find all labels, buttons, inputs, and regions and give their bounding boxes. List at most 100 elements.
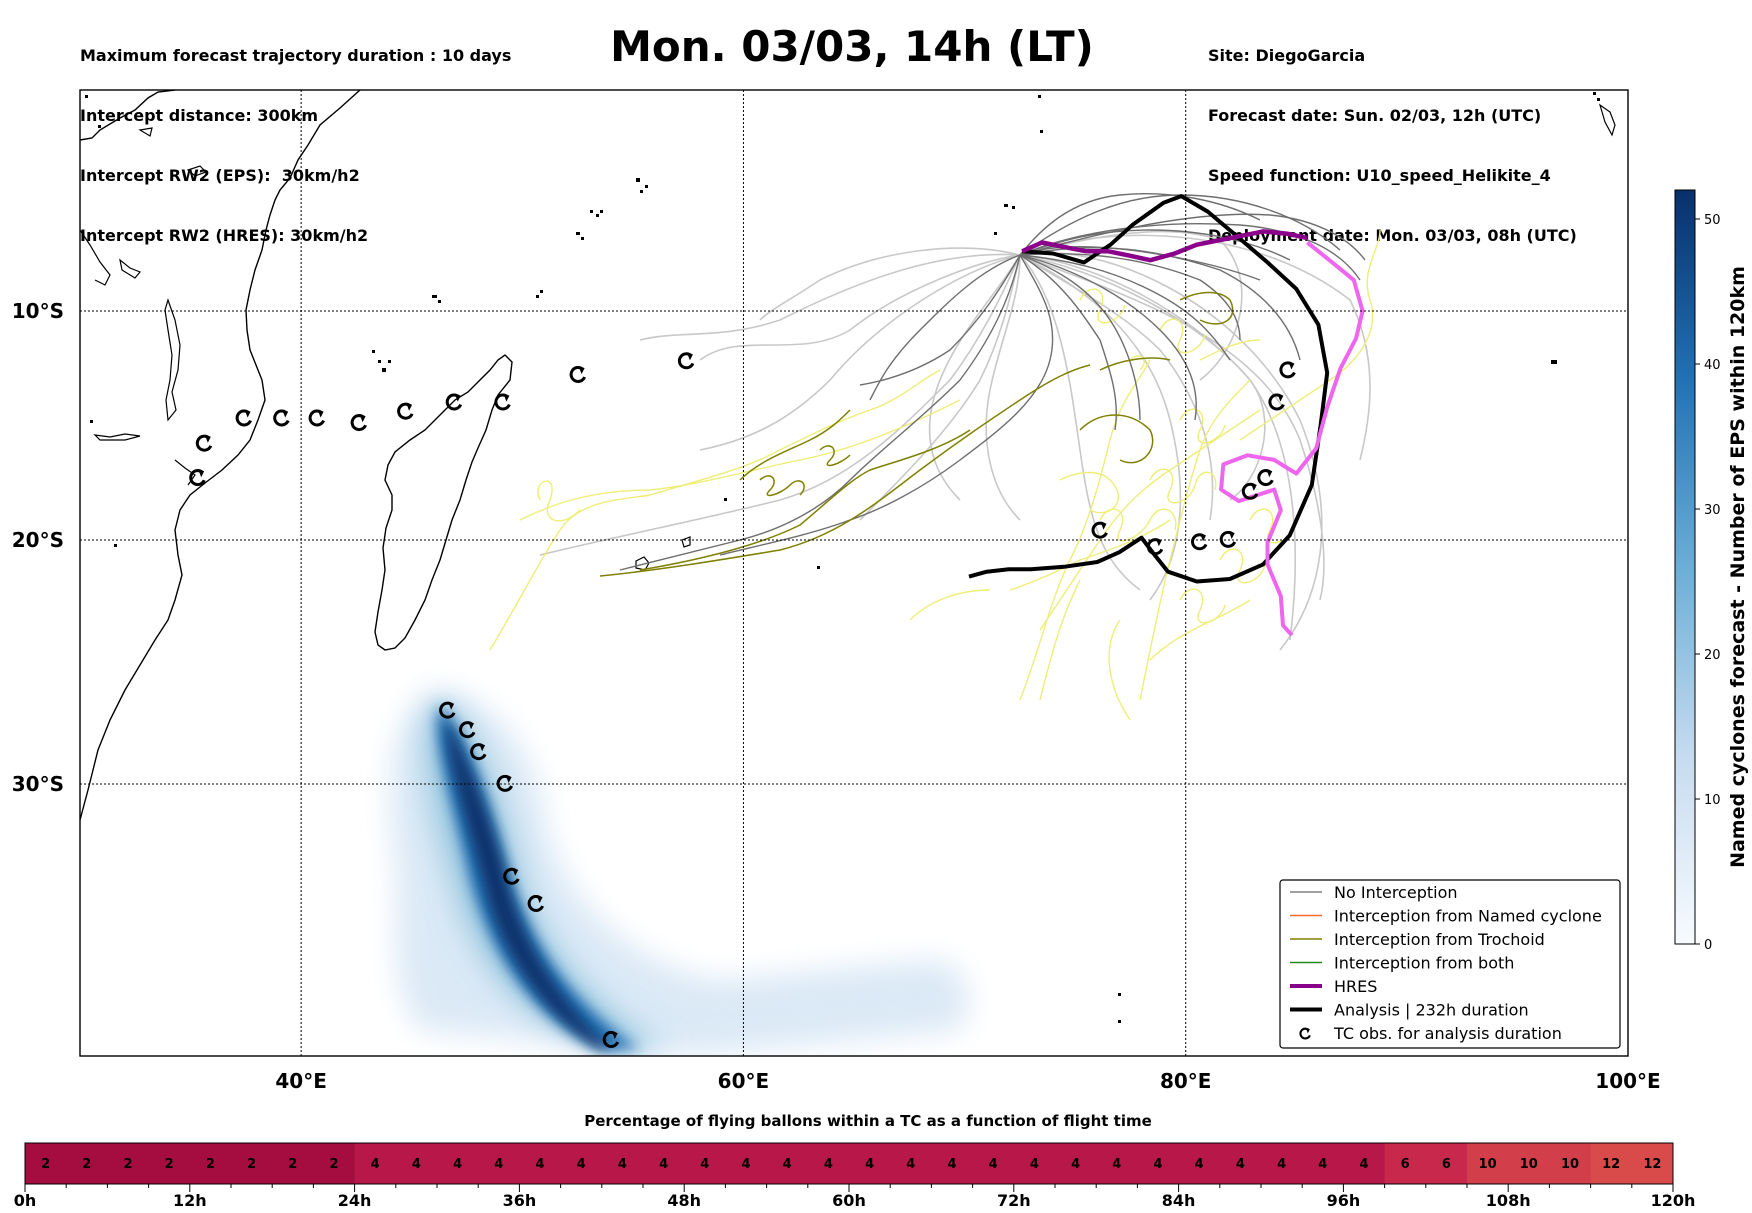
hres-continuation-track (1219, 240, 1365, 637)
strip-cell-value: 4 (412, 1157, 421, 1172)
strip-cell-value: 4 (1071, 1157, 1080, 1172)
strip-time-label: 108h (1486, 1191, 1531, 1210)
strip-cell (1302, 1143, 1344, 1184)
strip-cell-value: 4 (1236, 1157, 1245, 1172)
eps-tracks-grey (539, 230, 1371, 651)
tc-observation-icon (235, 408, 253, 427)
strip-cell-value: 2 (82, 1157, 91, 1172)
strip-cell-value: 4 (618, 1157, 627, 1172)
strip-cell (66, 1143, 108, 1184)
colorbar-gradient (1674, 189, 1696, 945)
strip-cell-value: 2 (123, 1157, 132, 1172)
strip-cell-value: 4 (906, 1157, 915, 1172)
axis-labels: 40°E 60°E 80°E 100°E 10°S 20°S 30°S (12, 299, 1661, 1093)
cyclone-density-field (390, 690, 969, 1055)
strip-cell-value: 4 (659, 1157, 668, 1172)
strip-cell-value: 2 (165, 1157, 174, 1172)
strip-cell-value: 2 (41, 1157, 50, 1172)
strip-time-label: 84h (1162, 1191, 1196, 1210)
colorbar-tick-label: 0 (1704, 938, 1712, 953)
strip-cell (189, 1143, 232, 1184)
strip-cell (643, 1143, 685, 1184)
legend: No Interception Interception from Named c… (1279, 879, 1621, 1049)
tc-observation-icon (1279, 360, 1296, 379)
strip-cell-value: 4 (1112, 1157, 1121, 1172)
strip-cell (1343, 1143, 1386, 1184)
header-line: Intercept RW2 (HRES): 30km/h2 (80, 226, 369, 245)
strip-cell-value: 6 (1442, 1157, 1451, 1172)
header-line: Deployment date: Mon. 03/03, 08h (UTC) (1208, 226, 1577, 245)
map-area (80, 90, 1628, 1056)
flight-time-strip: Percentage of flying ballons within a TC… (14, 1112, 1696, 1210)
tc-observation-icon (569, 364, 587, 383)
tc-observation-icon (677, 350, 695, 370)
strip-cell (849, 1143, 891, 1184)
colorbar-tick-label: 40 (1704, 358, 1721, 373)
strip-cell (601, 1143, 644, 1184)
strip-time-label: 24h (338, 1191, 372, 1210)
strip-cell-value: 2 (206, 1157, 215, 1172)
small-islands (85, 92, 1600, 1023)
colorbar-tick-label: 50 (1704, 213, 1721, 228)
strip-cell (1178, 1143, 1221, 1184)
y-tick-label: 20°S (12, 528, 64, 552)
strip-cell-value: 4 (577, 1157, 586, 1172)
x-tick-label: 100°E (1595, 1069, 1660, 1093)
colorbar-tick-label: 20 (1704, 648, 1721, 663)
strip-cell (1013, 1143, 1056, 1184)
header-line: Intercept distance: 300km (80, 106, 319, 125)
strip-time-label: 48h (667, 1191, 701, 1210)
strip-cell (684, 1143, 726, 1184)
strip-cell (395, 1143, 438, 1184)
strip-time-label: 12h (173, 1191, 207, 1210)
strip-cell-value: 4 (989, 1157, 998, 1172)
y-tick-label: 10°S (12, 299, 64, 323)
colorbar-tick-label: 10 (1704, 793, 1721, 808)
strip-cell (1508, 1143, 1550, 1184)
strip-cell (1467, 1143, 1509, 1184)
strip-cell-value: 4 (1318, 1157, 1327, 1172)
analysis-track (968, 194, 1330, 584)
strip-time-label: 72h (997, 1191, 1031, 1210)
strip-cell (1384, 1143, 1427, 1184)
header-line: Intercept RW2 (EPS): 30km/h2 (80, 166, 360, 185)
strip-cell-value: 4 (741, 1157, 750, 1172)
coastline-madagascar (374, 354, 513, 651)
legend-label: HRES (1334, 977, 1377, 996)
strip-cell-value: 12 (1643, 1157, 1661, 1172)
tc-observation-icon (195, 433, 213, 452)
strip-cell (1096, 1143, 1138, 1184)
strip-time-label: 60h (832, 1191, 866, 1210)
strip-cell-value: 4 (535, 1157, 544, 1172)
eps-tracks-yellow (489, 229, 1381, 721)
strip-cell (519, 1143, 562, 1184)
strip-cell-value: 4 (783, 1157, 792, 1172)
strip-cell (972, 1143, 1015, 1184)
colorbar-tick-label: 30 (1704, 503, 1721, 518)
header-line: Speed function: U10_speed_Helikite_4 (1208, 166, 1551, 185)
hres-track (1021, 229, 1308, 263)
legend-label: TC obs. for analysis duration (1333, 1024, 1562, 1043)
strip-cell-value: 4 (824, 1157, 833, 1172)
strip-cell (478, 1143, 520, 1184)
header-line: Site: DiegoGarcia (1208, 46, 1366, 65)
y-tick-label: 30°S (12, 772, 64, 796)
header-info-right: Site: DiegoGarcia Forecast date: Sun. 02… (1208, 6, 1577, 266)
strip-cell-value: 2 (247, 1157, 256, 1172)
strip-cell (107, 1143, 150, 1184)
strip-cell (1425, 1143, 1468, 1184)
x-tick-label: 60°E (718, 1069, 770, 1093)
strip-cell (148, 1143, 191, 1184)
strip-cell-value: 2 (288, 1157, 297, 1172)
trochoid-tracks (599, 291, 1234, 577)
strip-cell-value: 4 (1030, 1157, 1039, 1172)
strip-cell (354, 1143, 397, 1184)
tc-observation-icon (1257, 467, 1274, 487)
tc-observation-icon (397, 401, 414, 420)
strip-title: Percentage of flying ballons within a TC… (584, 1112, 1152, 1130)
tc-observation-icon (350, 412, 368, 432)
strip-cell-value: 4 (453, 1157, 462, 1172)
strip-cell (1219, 1143, 1262, 1184)
tc-observation-icon (1091, 520, 1108, 539)
